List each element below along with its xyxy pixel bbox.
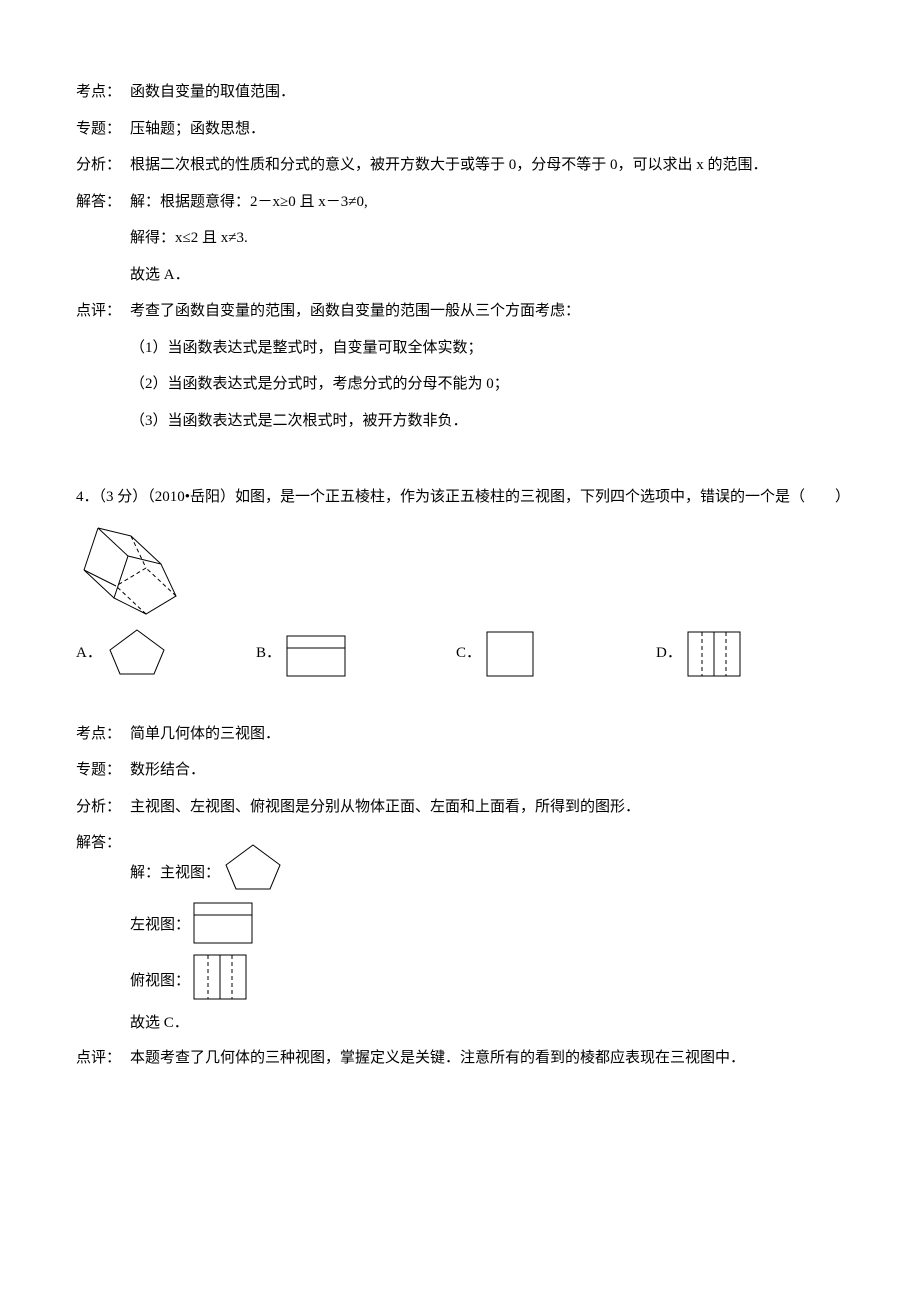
q3-fenxi-label: 分析：: [76, 151, 130, 180]
top-view-line: 俯视图：: [130, 953, 844, 1001]
q3-kaodian: 函数自变量的取值范围．: [130, 78, 844, 107]
q3-kaodian-row: 考点： 函数自变量的取值范围．: [76, 78, 844, 107]
q4-fenxi: 主视图、左视图、俯视图是分别从物体正面、左面和上面看，所得到的图形．: [130, 793, 844, 822]
q4-dianping: 本题考查了几何体的三种视图，掌握定义是关键．注意所有的看到的棱都应表现在三视图中…: [130, 1044, 844, 1073]
q3-dianping-line4: （3）当函数表达式是二次根式时，被开方数非负．: [76, 407, 844, 436]
top-view-text: 俯视图：: [130, 967, 190, 1002]
pentagon-icon: [222, 841, 284, 893]
option-b: B．: [256, 634, 456, 678]
rect-icon: [485, 630, 535, 678]
q3-dianping-label: 点评：: [76, 297, 130, 326]
q4-stem: 4．（3 分）（2010•岳阳）如图，是一个正五棱柱，作为该正五棱柱的三视图，下…: [76, 483, 844, 512]
main-view-text: 解：主视图：: [130, 859, 220, 894]
q3-zhuanti: 压轴题；函数思想．: [130, 115, 844, 144]
q4-dianping-row: 点评： 本题考查了几何体的三种视图，掌握定义是关键．注意所有的看到的棱都应表现在…: [76, 1044, 844, 1073]
q3-jieda-label: 解答：: [76, 188, 130, 217]
pentagon-icon: [106, 626, 168, 678]
q3-jieda-line1: 解：根据题意得：2－x≥0 且 x－3≠0,: [130, 188, 844, 217]
q4-zhuanti-row: 专题： 数形结合．: [76, 756, 844, 785]
q3-dianping-line2: （1）当函数表达式是整式时，自变量可取全体实数；: [76, 334, 844, 363]
left-view-text: 左视图：: [130, 911, 190, 946]
option-d: D．: [656, 630, 742, 678]
q4-jieda-body: 解：主视图： 左视图： 俯视图：: [130, 829, 844, 1038]
q3-jieda-line2: 解得：x≤2 且 x≠3.: [76, 224, 844, 253]
q3-jieda-line3: 故选 A．: [76, 261, 844, 290]
q4-options: A． B． C． D．: [76, 626, 844, 678]
q4-zhuanti-label: 专题：: [76, 756, 130, 785]
rect-dashed-icon: [192, 953, 248, 1001]
option-c: C．: [456, 630, 656, 678]
q3-zhuanti-row: 专题： 压轴题；函数思想．: [76, 115, 844, 144]
q3-fenxi-row: 分析： 根据二次根式的性质和分式的意义，被开方数大于或等于 0，分母不等于 0，…: [76, 151, 844, 180]
q3-zhuanti-label: 专题：: [76, 115, 130, 144]
q3-fenxi: 根据二次根式的性质和分式的意义，被开方数大于或等于 0，分母不等于 0，可以求出…: [130, 151, 844, 180]
q3-kaodian-label: 考点：: [76, 78, 130, 107]
q3-dianping-line3: （2）当函数表达式是分式时，考虑分式的分母不能为 0；: [76, 370, 844, 399]
left-view-line: 左视图：: [130, 901, 844, 945]
q4-kaodian: 简单几何体的三视图．: [130, 720, 844, 749]
q4-jieda-row: 解答： 解：主视图： 左视图： 俯视图：: [76, 829, 844, 1038]
q4-fenxi-row: 分析： 主视图、左视图、俯视图是分别从物体正面、左面和上面看，所得到的图形．: [76, 793, 844, 822]
rect-split-icon: [192, 901, 254, 945]
rect-dashed-icon: [686, 630, 742, 678]
q4-jieda-last: 故选 C．: [130, 1009, 844, 1038]
option-c-label: C．: [456, 639, 481, 678]
option-b-label: B．: [256, 639, 281, 678]
q4-kaodian-row: 考点： 简单几何体的三视图．: [76, 720, 844, 749]
q4-dianping-label: 点评：: [76, 1044, 130, 1073]
option-a: A．: [76, 626, 256, 678]
q4-block: 4．（3 分）（2010•岳阳）如图，是一个正五棱柱，作为该正五棱柱的三视图，下…: [76, 483, 844, 1072]
q4-jieda-label: 解答：: [76, 829, 130, 858]
q3-dianping-row: 点评： 考查了函数自变量的范围，函数自变量的范围一般从三个方面考虑：: [76, 297, 844, 326]
option-d-label: D．: [656, 639, 682, 678]
q4-zhuanti: 数形结合．: [130, 756, 844, 785]
prism-3d-icon: [76, 518, 186, 618]
q4-fenxi-label: 分析：: [76, 793, 130, 822]
q3-dianping-line1: 考查了函数自变量的范围，函数自变量的范围一般从三个方面考虑：: [130, 297, 844, 326]
main-view-line: 解：主视图：: [130, 841, 844, 893]
rect-split-icon: [285, 634, 347, 678]
q3-jieda-row: 解答： 解：根据题意得：2－x≥0 且 x－3≠0,: [76, 188, 844, 217]
q4-kaodian-label: 考点：: [76, 720, 130, 749]
option-a-label: A．: [76, 639, 102, 678]
